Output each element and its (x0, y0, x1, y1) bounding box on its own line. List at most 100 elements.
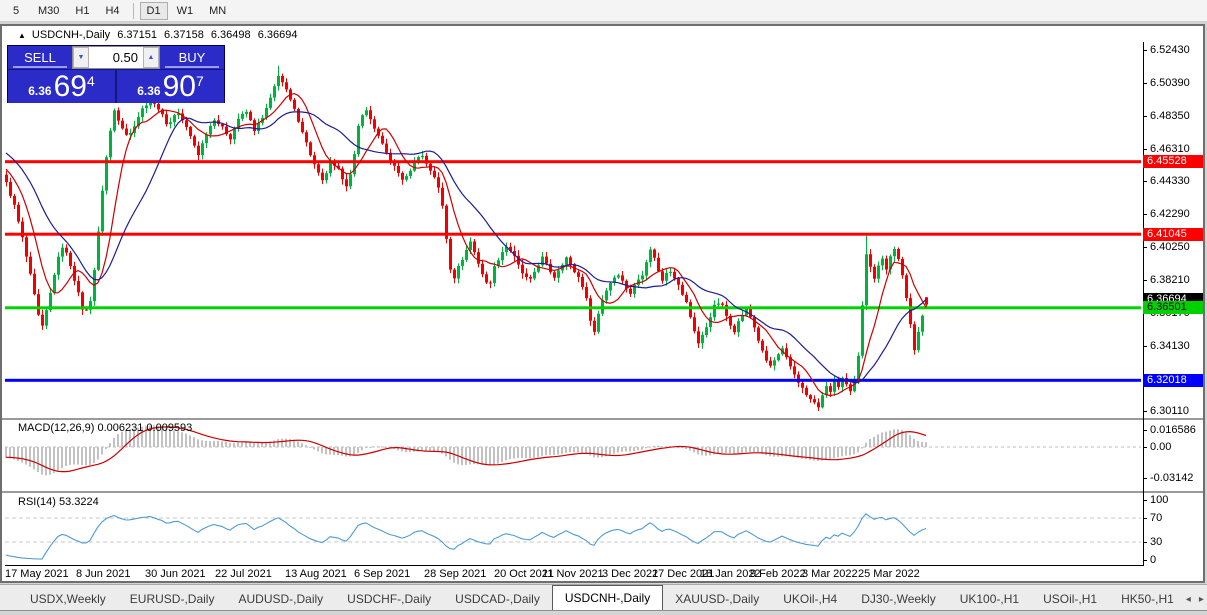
collapse-trade-panel-icon[interactable]: ▲ (18, 31, 26, 40)
date-label: 22 Jul 2021 (215, 568, 272, 580)
chart-tab-usdcad-daily[interactable]: USDCAD-,Daily (455, 592, 540, 606)
price-tick-mark (1143, 346, 1147, 347)
chart-tab-xauusd-daily[interactable]: XAUUSD-,Daily (675, 592, 760, 606)
tab-scroll-left-icon[interactable]: ◂ (1185, 594, 1191, 605)
date-label: 11 Nov 2021 (542, 568, 604, 580)
date-label: 18 Jan 2022 (700, 568, 761, 580)
price-tick-mark (1143, 247, 1147, 248)
chart-title: ▲ USDCNH-,Daily 6.37151 6.37158 6.36498 6… (18, 29, 301, 41)
date-label: 20 Oct 2021 (494, 568, 554, 580)
volume-stepper: ▼ ▲ (72, 46, 160, 69)
price-tick-mark (1143, 280, 1147, 281)
pane-separator[interactable] (2, 418, 1203, 420)
chart-tab-bar: USDX,Weekly EURUSD-,Daily AUDUSD-,Daily USD… (0, 584, 1207, 611)
macd-tick-mark (1143, 478, 1147, 479)
date-label: 8 Jun 2021 (76, 568, 131, 580)
price-tick-label: 6.34130 (1150, 340, 1190, 352)
date-label: 9 Feb 2022 (750, 568, 806, 580)
chart-tab-usdx-weekly[interactable]: USDX,Weekly (30, 592, 106, 606)
price-tag-6.45528: 6.45528 (1143, 155, 1203, 169)
date-label: 25 Mar 2022 (858, 568, 920, 580)
timeframe-button-m30[interactable]: M30 (38, 4, 60, 17)
price-tick-label: 6.48350 (1150, 110, 1190, 122)
price-tick-label: 6.50390 (1150, 77, 1190, 89)
timeframe-button-h1[interactable]: H1 (75, 4, 90, 17)
price-tick-mark (1143, 50, 1147, 51)
rsi-tick-label: 0 (1150, 554, 1157, 566)
chart-tab-eurusd-daily[interactable]: EURUSD-,Daily (129, 592, 215, 606)
timeframe-button-5[interactable]: 5 (12, 4, 20, 17)
price-tick-mark (1143, 214, 1147, 215)
price-tick-label: 6.40250 (1150, 241, 1190, 253)
macd-indicator-label: MACD(12,26,9) 0.006231 0.009593 (18, 422, 193, 434)
price-tag-6.36501: 6.36501 (1143, 301, 1203, 315)
chart-tab-dj30-weekly[interactable]: DJ30-,Weekly (861, 592, 936, 606)
price-tick-label: 6.44330 (1150, 175, 1190, 187)
rsi-indicator-label: RSI(14) 53.3224 (18, 496, 99, 508)
date-label: 28 Sep 2021 (424, 568, 487, 580)
price-tick-mark (1143, 411, 1147, 412)
chart-symbol-label: USDCNH-,Daily (31, 29, 111, 41)
timeframe-toolbar: 5 M30 H1 H4 D1 W1 MN (0, 0, 1207, 22)
rsi-tick-label: 70 (1150, 512, 1163, 524)
ohlc-high: 6.37158 (164, 29, 204, 41)
macd-tick-label: 0.00 (1150, 441, 1172, 453)
price-tick-mark (1143, 181, 1147, 182)
tab-scroll-right-icon[interactable]: ▸ (1198, 594, 1204, 605)
buy-button[interactable]: BUY (160, 46, 224, 69)
chart-tab-usdchf-daily[interactable]: USDCHF-,Daily (347, 592, 432, 606)
toolbar-separator (132, 2, 134, 19)
macd-tick-label: -0.03142 (1150, 472, 1194, 484)
chart-tab-usoil-h1[interactable]: USOil-,H1 (1043, 592, 1098, 606)
price-tick-label: 6.30110 (1150, 405, 1189, 417)
rsi-tick-label: 100 (1150, 494, 1169, 506)
price-chart-canvas[interactable] (5, 42, 1144, 419)
rsi-tick-label: 30 (1150, 536, 1163, 548)
volume-decrease-button[interactable]: ▼ (73, 47, 89, 68)
sell-button[interactable]: SELL (8, 46, 72, 69)
price-tick-mark (1143, 149, 1147, 150)
price-tag-6.32018: 6.32018 (1143, 373, 1203, 387)
timeframe-button-w1[interactable]: W1 (176, 4, 194, 17)
rsi-tick-mark (1143, 560, 1147, 561)
volume-increase-button[interactable]: ▲ (143, 47, 159, 68)
timeframe-button-mn[interactable]: MN (209, 4, 227, 17)
buy-price-display[interactable]: 6.36 90 7 (117, 70, 224, 103)
date-label: 13 Aug 2021 (285, 568, 347, 580)
price-tick-mark (1143, 116, 1147, 117)
chart-tab-uk100-h1[interactable]: UK100-,H1 (959, 592, 1020, 606)
price-divider (115, 70, 117, 103)
sell-price-display[interactable]: 6.36 69 4 (8, 70, 115, 103)
macd-tick-label: 0.016586 (1150, 424, 1196, 436)
date-label: 27 Dec 2021 (652, 568, 715, 580)
macd-tick-mark (1143, 430, 1147, 431)
chart-tab-audusd-daily[interactable]: AUDUSD-,Daily (238, 592, 324, 606)
macd-tick-mark (1143, 447, 1147, 448)
chart-window: ▲ USDCNH-,Daily 6.37151 6.37158 6.36498 6… (0, 24, 1205, 583)
macd-canvas[interactable] (5, 420, 1144, 491)
time-axis-line (5, 565, 1144, 566)
volume-input[interactable] (89, 47, 143, 68)
pane-separator[interactable] (2, 491, 1203, 493)
date-label: 3 Dec 2021 (602, 568, 659, 580)
tab-scroll-arrows: ◂ ▸ (1186, 594, 1204, 605)
date-label: 17 May 2021 (5, 568, 69, 580)
ohlc-low: 6.36498 (210, 29, 251, 41)
price-tick-label: 6.46310 (1150, 143, 1190, 155)
ohlc-close: 6.36694 (257, 29, 298, 41)
timeframe-button-d1[interactable]: D1 (139, 1, 168, 20)
timeframe-button-h4[interactable]: H4 (105, 4, 120, 17)
date-label: 30 Jun 2021 (145, 568, 206, 580)
chart-tab-ukoil-h4[interactable]: UKOil-,H4 (783, 592, 838, 606)
chart-tab-usdcnh-daily[interactable]: USDCNH-,Daily (551, 585, 664, 610)
rsi-tick-mark (1143, 518, 1147, 519)
rsi-tick-mark (1143, 542, 1147, 543)
chart-tab-hk50-h1[interactable]: HK50-,H1 (1121, 592, 1174, 606)
date-label: 3 Mar 2022 (802, 568, 858, 580)
price-tick-label: 6.52430 (1150, 44, 1190, 56)
price-tick-label: 6.38210 (1150, 274, 1190, 286)
price-tick-mark (1143, 83, 1147, 84)
rsi-canvas[interactable] (5, 493, 1144, 565)
